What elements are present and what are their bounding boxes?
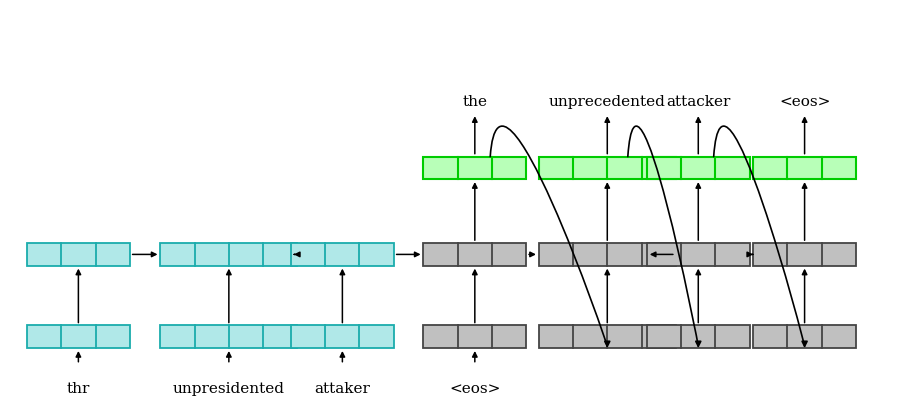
Text: <eos>: <eos> [778, 95, 831, 109]
Bar [27, 325, 130, 348]
Text: thr: thr [67, 382, 90, 396]
FancyArrowPatch shape [628, 126, 701, 346]
Bar [27, 243, 130, 266]
Bar [753, 325, 856, 348]
Bar [423, 157, 526, 179]
FancyArrowPatch shape [490, 126, 610, 346]
Bar [160, 325, 297, 348]
Bar [291, 243, 394, 266]
Bar [539, 157, 676, 179]
Text: attacker: attacker [666, 95, 731, 109]
Bar [160, 243, 297, 266]
Bar [753, 157, 856, 179]
Bar [753, 243, 856, 266]
Bar [647, 157, 750, 179]
Bar [423, 243, 526, 266]
Text: <eos>: <eos> [449, 382, 501, 396]
Bar [539, 325, 676, 348]
Text: unpresidented: unpresidented [173, 382, 285, 396]
Text: unprecedented: unprecedented [549, 95, 666, 109]
Text: the: the [462, 95, 487, 109]
Text: attaker: attaker [314, 382, 370, 396]
Bar [423, 325, 526, 348]
Bar [539, 243, 676, 266]
Bar [291, 325, 394, 348]
FancyArrowPatch shape [714, 126, 807, 346]
Bar [647, 325, 750, 348]
Bar [647, 243, 750, 266]
